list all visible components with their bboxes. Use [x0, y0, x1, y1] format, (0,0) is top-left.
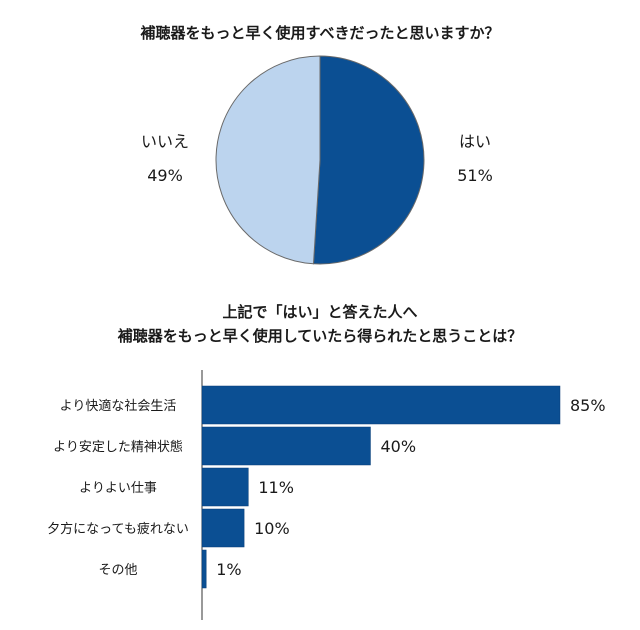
bar-1 [201, 426, 371, 466]
bar-0 [201, 385, 561, 425]
bar-value-label: 1% [216, 560, 241, 579]
bar-3 [201, 508, 245, 548]
pie-slice-no [215, 55, 321, 265]
pie-chart [215, 55, 425, 265]
bar-value-label: 11% [258, 478, 294, 497]
bar-chart-title-line-2: 補聴器をもっと早く使用していたら得られたと思うことは？ [117, 327, 523, 345]
bar-category-label: 夕方になっても疲れない [47, 521, 189, 537]
pie-chart-title: 補聴器をもっと早く使用すべきだったと思いますか？ [140, 24, 500, 42]
bar-category-label: より快適な社会生活 [60, 398, 177, 414]
bar-chart-title-line-1: 上記で「はい」と答えた人へ [222, 303, 418, 321]
bar-value-label: 85% [570, 396, 606, 415]
pie-label-yes-value: 51% [457, 166, 493, 185]
bar-4 [201, 549, 207, 589]
bar-2 [201, 467, 249, 507]
bar-category-label: より安定した精神状態 [53, 439, 183, 455]
bar-category-label: その他 [98, 563, 137, 578]
pie-slice-yes [312, 55, 425, 265]
pie-label-no: いいえ 49% [130, 128, 200, 185]
bar-value-label: 10% [254, 519, 290, 538]
bar-chart: より快適な社会生活 85% より安定した精神状態 40% よりよい仕事 11% 夕方になって… [47, 370, 606, 620]
pie-label-yes-text: はい [458, 132, 491, 151]
pie-label-no-value: 49% [147, 166, 183, 185]
bar-value-label: 40% [380, 437, 416, 456]
bar-category-label: よりよい仕事 [79, 481, 157, 496]
pie-label-yes: はい 51% [440, 128, 510, 185]
pie-label-no-text: いいえ [140, 132, 189, 151]
bar-chart-title: 上記で「はい」と答えた人へ 補聴器をもっと早く使用していたら得られたと思うことは… [0, 300, 640, 348]
